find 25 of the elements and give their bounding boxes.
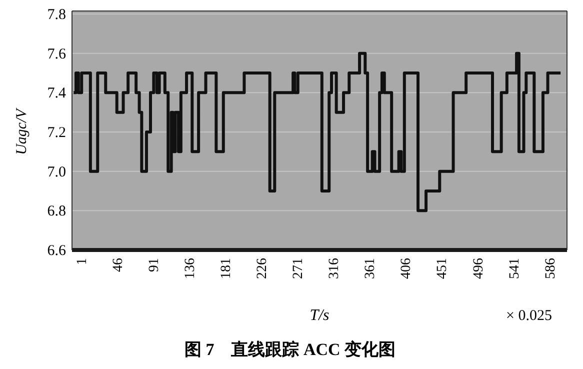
x-tick-label: 451 (435, 258, 450, 279)
y-tick-label: 6.8 (47, 204, 66, 220)
y-tick-label: 7.8 (47, 7, 66, 23)
x-tick-label: 181 (218, 258, 234, 279)
x-tick-label: 496 (471, 258, 486, 279)
x-tick-label: 1 (74, 258, 90, 265)
y-tick-label: 7.4 (47, 86, 66, 102)
y-tick-label: 7.0 (47, 164, 66, 180)
y-tick-label: 6.6 (47, 243, 66, 259)
x-tick-label: 46 (110, 258, 126, 272)
y-axis-title: Uagc/V (14, 107, 30, 155)
x-tick-label: 271 (291, 258, 306, 279)
x-tick-label: 91 (146, 258, 162, 272)
text: × 0.025 (506, 308, 552, 324)
x-tick-label: 136 (182, 258, 198, 279)
x-tick-label: 541 (507, 258, 522, 279)
x-tick-label: 226 (255, 258, 270, 279)
y-tick-label: 7.6 (47, 46, 66, 62)
x-axis-title: T/s (310, 307, 330, 324)
x-tick-label: 316 (327, 258, 342, 279)
y-tick-label: 7.2 (47, 125, 66, 141)
x-tick-label: 586 (543, 258, 558, 279)
text: 图 7 直线跟踪 ACC 变化图 (184, 340, 396, 359)
x-tick-label: 361 (363, 258, 378, 279)
x-tick-label: 406 (399, 258, 414, 279)
